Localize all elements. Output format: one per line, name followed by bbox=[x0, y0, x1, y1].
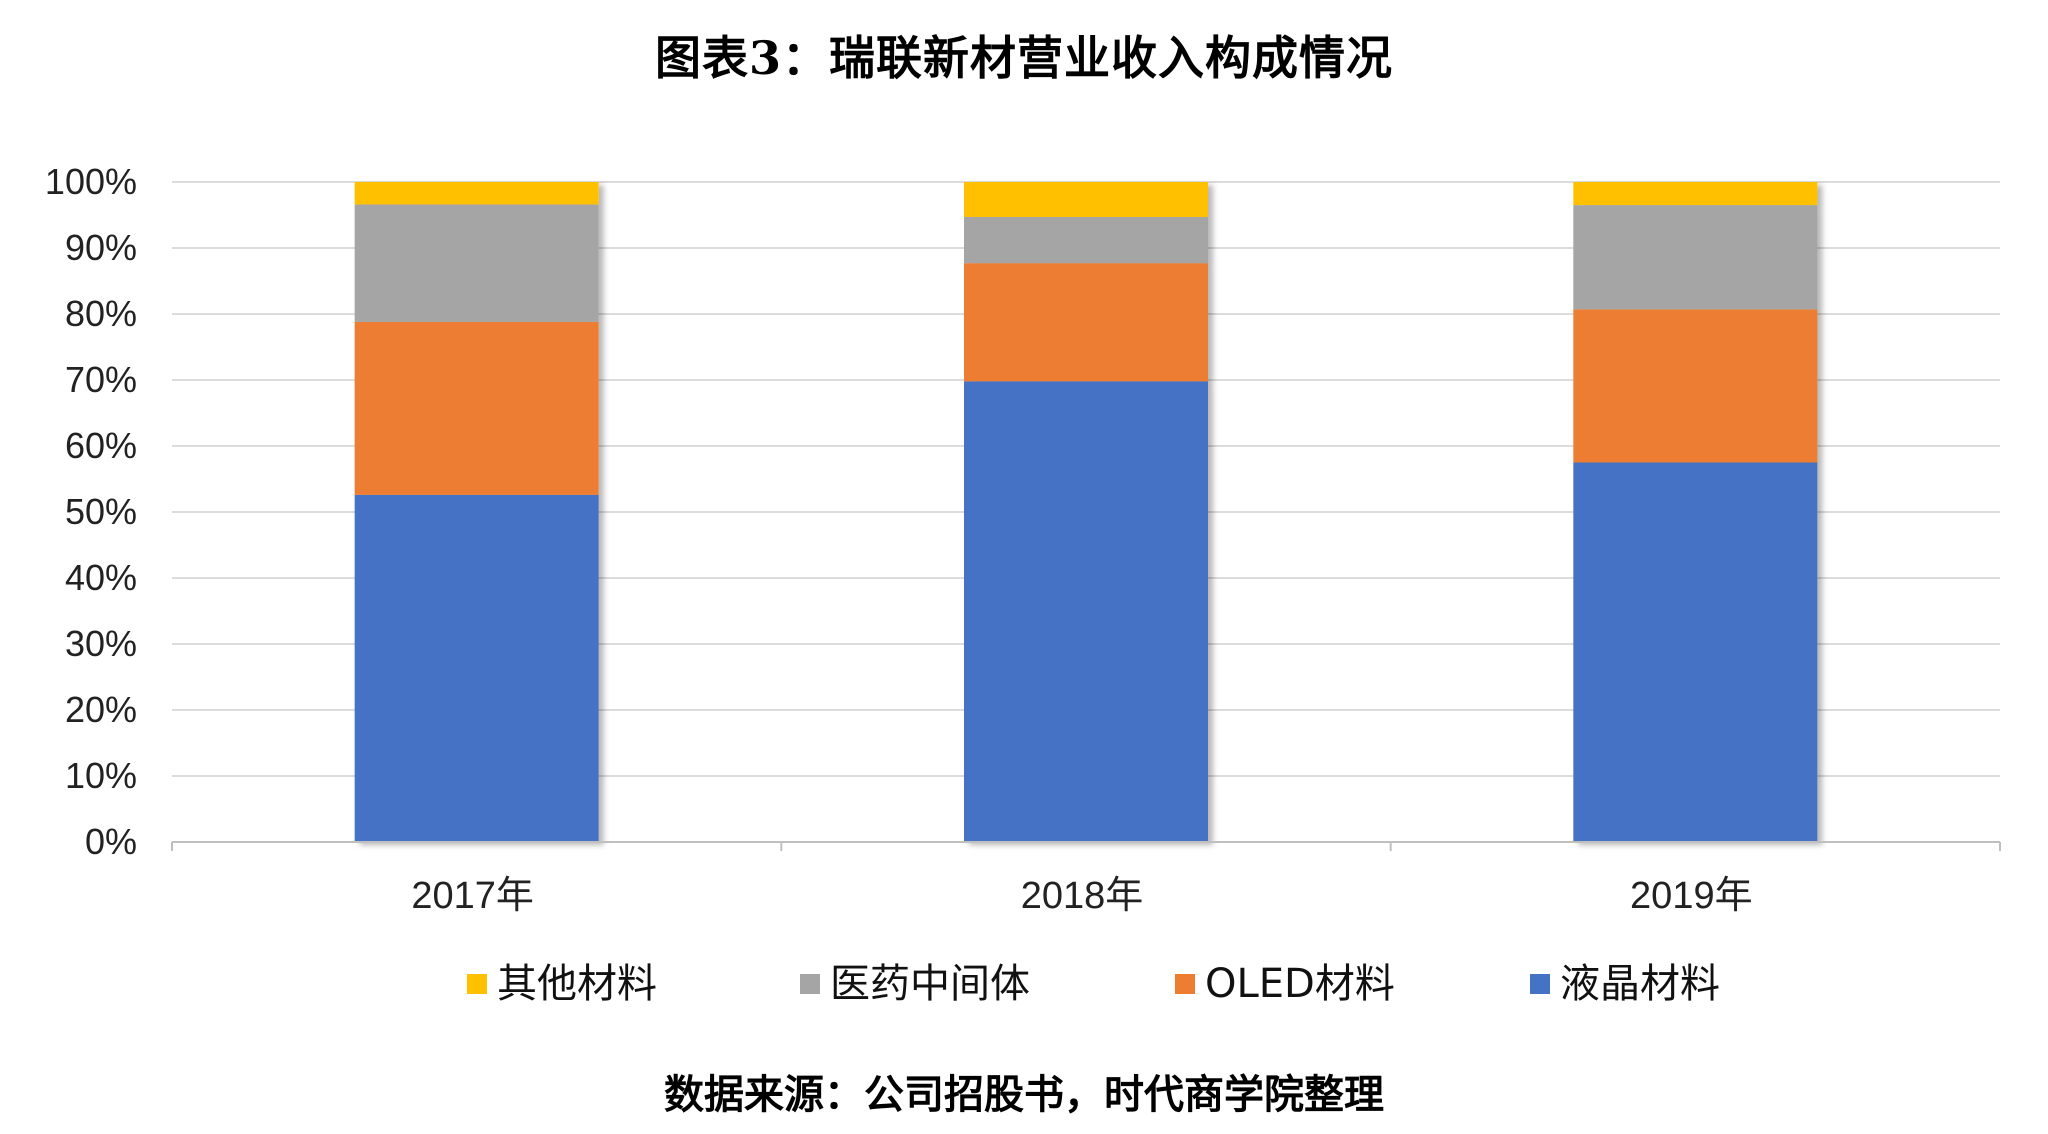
bar-segment bbox=[1573, 205, 1818, 310]
legend-label: 医药中间体 bbox=[830, 961, 1030, 1007]
bar-segment bbox=[1573, 182, 1818, 206]
bar-segment bbox=[354, 182, 599, 205]
y-tick-label: 30% bbox=[65, 623, 137, 664]
y-tick-label: 90% bbox=[65, 227, 137, 268]
bar-stack bbox=[964, 182, 1208, 842]
y-tick-label: 80% bbox=[65, 293, 137, 334]
y-tick-label: 40% bbox=[65, 557, 137, 598]
bar-segment bbox=[964, 263, 1208, 382]
bar-segment bbox=[964, 216, 1208, 264]
y-tick-label: 60% bbox=[65, 425, 137, 466]
legend-swatch bbox=[1530, 974, 1550, 994]
data-source-note: 数据来源：公司招股书，时代商学院整理 bbox=[664, 1071, 1384, 1118]
x-axis bbox=[171, 841, 2001, 851]
bar-segment bbox=[354, 494, 599, 842]
legend-label: OLED材料 bbox=[1205, 961, 1395, 1007]
bar-stack bbox=[1573, 182, 1818, 842]
bar-segment bbox=[354, 321, 599, 495]
x-tick-label: 2019年 bbox=[1630, 875, 1753, 917]
y-tick-label: 20% bbox=[65, 689, 137, 730]
chart-title: 图表3：瑞联新材营业收入构成情况 bbox=[654, 31, 1393, 85]
bar-segment bbox=[964, 381, 1208, 842]
legend-label: 其他材料 bbox=[497, 961, 657, 1007]
bars bbox=[354, 182, 1818, 842]
legend-swatch bbox=[1175, 974, 1195, 994]
x-axis-ticks: 2017年 2018年 2019年 bbox=[411, 875, 1752, 917]
bar-segment bbox=[1573, 309, 1818, 463]
x-tick-label: 2018年 bbox=[1021, 875, 1144, 917]
y-tick-label: 100% bbox=[45, 161, 137, 202]
y-tick-label: 70% bbox=[65, 359, 137, 400]
legend-label: 液晶材料 bbox=[1560, 961, 1720, 1007]
y-axis-ticks: 0% 10% 20% 30% 40% 50% 60% 70% 80% 90% 100% bbox=[45, 161, 137, 862]
legend-swatch bbox=[467, 974, 487, 994]
bar-segment bbox=[1573, 462, 1818, 842]
y-tick-label: 0% bbox=[85, 821, 137, 862]
bar-stack bbox=[354, 182, 599, 842]
x-tick-label: 2017年 bbox=[411, 875, 534, 917]
legend-swatch bbox=[800, 974, 820, 994]
legend: 其他材料 医药中间体 OLED材料 液晶材料 bbox=[467, 961, 1720, 1007]
bar-segment bbox=[354, 204, 599, 322]
y-tick-label: 10% bbox=[65, 755, 137, 796]
bar-segment bbox=[964, 182, 1208, 217]
y-tick-label: 50% bbox=[65, 491, 137, 532]
